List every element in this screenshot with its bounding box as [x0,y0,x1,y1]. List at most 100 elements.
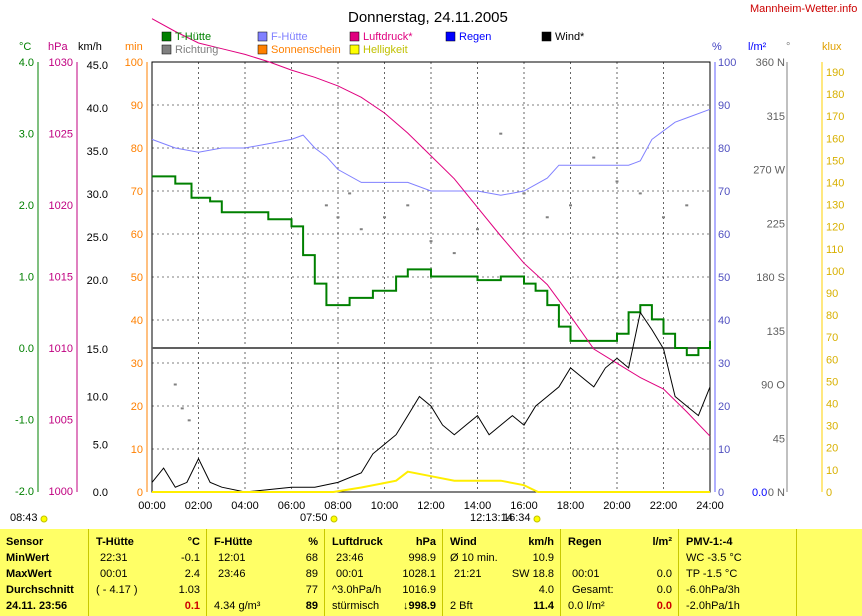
axis-unit-wind: km/h [78,41,102,53]
temp-tick-1: 3.0 [19,129,34,141]
lux-tick-3: 160 [826,133,844,145]
lux-tick-9: 100 [826,266,844,278]
legend-swatch-7 [349,44,360,55]
wind-avg-value: 10.9 [532,552,554,564]
sunset-marker [533,515,541,523]
lux-tick-11: 80 [826,310,838,322]
pressure-tick-6: 1000 [49,486,73,498]
humidity-tick-10: 0 [718,487,724,499]
legend-swatch-0 [161,31,172,42]
direction-dot-6 [359,228,363,231]
time-tick-5: 10:00 [371,500,399,512]
direction-tick-1: 315 [767,111,785,123]
sunrise-label: 08:43 [10,512,38,524]
humidity-tick-1: 90 [718,100,730,112]
axis-unit-sun: min [125,41,143,53]
luftdruck-header: Luftdruck [332,536,383,548]
axis-unit-rain: l/m² [748,41,767,53]
sun-tick-10: 0 [137,487,143,499]
site-name: Mannheim-Wetter.info [750,3,857,15]
series-line-1 [151,108,711,196]
direction-tick-0: 360 N [756,57,785,69]
wind-column: Wind km/h Ø 10 min. 10.9 21:21 SW 18.8 4… [442,529,561,616]
legend-label-6: Sonnenschein [271,44,341,56]
sun-tick-3: 70 [131,186,143,198]
axis-unit-temp: °C [19,41,31,53]
sensor-header: Sensor [6,536,44,548]
direction-dot-3 [324,204,328,207]
t-max-time: 00:01 [100,568,128,580]
direction-dot-10 [452,252,456,255]
f-min-time: 12:01 [218,552,246,564]
legend-label-3: Regen [459,31,491,43]
direction-dot-12 [499,132,503,135]
noon-label: 12:13:14 [470,512,513,524]
wind-tick-lower-0: 15.0 [87,344,108,356]
row-label-avg: Durchschnitt [6,584,74,596]
f-abs-humidity: 4.34 g/m³ [214,600,261,612]
wind-avg-label: Ø 10 min. [450,552,498,564]
time-tick-6: 12:00 [417,500,445,512]
direction-dot-17 [615,180,619,183]
regen-unit: l/m² [652,536,672,548]
direction-dot-2 [187,419,191,422]
wind-tick-upper-1: 40.0 [87,103,108,115]
pressure-tick-0: 1030 [49,57,73,69]
sun-event-label-1: 07:50 [300,512,328,524]
legend-swatch-5 [161,44,172,55]
lux-tick-18: 10 [826,465,838,477]
direction-dot-5 [348,192,352,195]
lux-tick-7: 120 [826,222,844,234]
humidity-tick-8: 20 [718,401,730,413]
f-avg-value: 77 [305,584,318,596]
wind-max-time: 21:21 [454,568,482,580]
humidity-tick-4: 60 [718,229,730,241]
sun-tick-5: 50 [131,272,143,284]
time-tick-0: 00:00 [138,500,166,512]
direction-dot-18 [638,192,642,195]
direction-dot-8 [406,204,410,207]
wind-tick-lower-2: 5.0 [93,439,108,451]
lux-tick-13: 60 [826,354,838,366]
rain-max-value: 0.0 [656,568,672,580]
time-tick-11: 22:00 [650,500,678,512]
direction-tick-4: 180 S [756,272,785,284]
f-max-value: 89 [305,568,318,580]
f-max-time: 23:46 [218,568,246,580]
legend-label-1: F-Hütte [271,31,308,43]
legend-label-5: Richtung [175,44,218,56]
luftdruck-column: Luftdruck hPa 23:46 998.9 00:01 1028.1 ^… [324,529,443,616]
t-huette-column: T-Hütte °C 22:31 -0.1 00:01 2.4 ( - 4.17… [88,529,207,616]
temp-tick-6: -2.0 [15,486,34,498]
wind-tick-upper-5: 20.0 [87,275,108,287]
wind-day-avg: 4.0 [538,584,554,596]
time-tick-9: 18:00 [557,500,585,512]
lux-tick-16: 30 [826,421,838,433]
p-max-value: 1028.1 [402,568,436,580]
direction-tick-2: 270 W [753,165,785,177]
pmv-trend-3h: -6.0hPa/3h [686,584,740,596]
time-tick-8: 16:00 [510,500,538,512]
f-huette-header: F-Hütte [214,536,253,548]
p-min-time: 23:46 [336,552,364,564]
direction-dot-20 [685,204,689,207]
luftdruck-unit: hPa [415,536,436,548]
f-min-value: 68 [305,552,318,564]
wind-tick-upper-4: 25.0 [87,232,108,244]
regen-column: Regen l/m² 00:01 0.0 Gesamt: 0.0 0.0 l/m… [560,529,679,616]
legend-label-7: Helligkeit [363,44,408,56]
lux-tick-12: 70 [826,332,838,344]
temp-tick-3: 1.0 [19,272,34,284]
sun-tick-8: 20 [131,401,143,413]
lux-tick-1: 180 [826,89,844,101]
rain-max-time: 00:01 [572,568,600,580]
t-huette-unit: °C [187,536,200,548]
sun-tick-6: 40 [131,315,143,327]
lux-tick-0: 190 [826,67,844,79]
time-tick-7: 14:00 [464,500,492,512]
legend-swatch-3 [445,31,456,42]
wind-max-value: SW 18.8 [511,568,554,580]
direction-tick-6: 90 O [761,380,785,392]
p-min-value: 998.9 [408,552,436,564]
temp-tick-2: 2.0 [19,200,34,212]
